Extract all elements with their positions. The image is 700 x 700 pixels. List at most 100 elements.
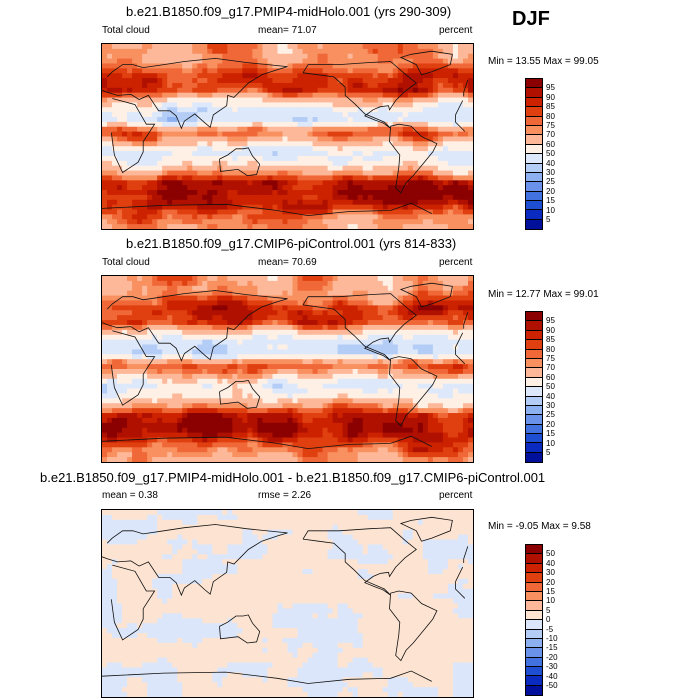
field-cell xyxy=(122,73,128,79)
field-cell xyxy=(332,329,339,336)
field-cell xyxy=(222,398,228,404)
colorbar-tick-label: 20 xyxy=(546,186,555,196)
field-cell xyxy=(142,92,148,99)
field-cell xyxy=(327,68,334,74)
field-cell xyxy=(337,131,344,138)
field-cell xyxy=(212,310,218,316)
field-cell xyxy=(182,126,188,133)
field-cell xyxy=(362,364,369,370)
field-cell xyxy=(402,334,409,341)
field-cell xyxy=(182,73,188,79)
colorbar-swatch xyxy=(526,135,542,145)
field-cell xyxy=(437,388,444,395)
field-cell xyxy=(317,82,324,89)
field-cell xyxy=(272,354,279,360)
field-cell xyxy=(102,209,108,215)
field-cell xyxy=(222,48,228,55)
field-cell xyxy=(392,48,399,55)
field-cell xyxy=(152,82,158,89)
field-cell xyxy=(387,344,394,351)
field-cell xyxy=(162,383,168,390)
field-cell xyxy=(272,97,279,104)
field-cell xyxy=(382,175,389,181)
field-cell xyxy=(302,369,309,375)
field-cell xyxy=(107,378,113,385)
field-cell xyxy=(227,146,233,152)
field-cell xyxy=(362,310,369,316)
field-cell xyxy=(132,408,138,414)
field-cell xyxy=(242,121,248,128)
field-cell xyxy=(292,165,299,172)
field-cell xyxy=(422,290,429,297)
field-cell xyxy=(332,141,339,147)
field-cell xyxy=(237,53,243,60)
field-cell xyxy=(217,334,223,341)
field-cell xyxy=(107,204,113,211)
field-cell xyxy=(197,295,203,302)
field-cell xyxy=(187,44,193,50)
field-cell xyxy=(227,126,233,133)
field-cell xyxy=(117,155,123,162)
field-cell xyxy=(242,78,248,84)
field-cell xyxy=(257,276,264,282)
field-cell xyxy=(322,121,329,128)
field-cell xyxy=(247,141,253,147)
field-cell xyxy=(142,170,148,177)
field-cell xyxy=(277,199,284,206)
field-cell xyxy=(432,209,439,215)
field-cell xyxy=(297,131,304,138)
field-cell xyxy=(142,364,148,370)
field-cell xyxy=(127,280,133,287)
field-cell xyxy=(382,78,389,84)
field-cell xyxy=(242,204,248,211)
field-cell xyxy=(367,68,374,74)
field-cell xyxy=(167,44,173,50)
field-cell xyxy=(122,87,128,94)
field-cell xyxy=(192,204,198,211)
field-cell xyxy=(137,280,143,287)
field-cell xyxy=(212,82,218,89)
field-cell xyxy=(207,378,213,385)
field-cell xyxy=(127,180,133,186)
field-cell xyxy=(462,131,469,138)
field-cell xyxy=(392,155,399,162)
field-cell xyxy=(407,102,414,108)
field-cell xyxy=(107,393,113,399)
field-cell xyxy=(357,58,364,65)
field-cell xyxy=(207,373,213,380)
field-cell xyxy=(372,180,379,186)
field-cell xyxy=(172,131,178,138)
field-cell xyxy=(277,224,284,229)
field-cell xyxy=(292,209,299,215)
field-cell xyxy=(322,82,329,89)
field-cell xyxy=(262,393,269,399)
field-cell xyxy=(112,209,118,215)
field-cell xyxy=(142,383,148,390)
field-cell xyxy=(382,219,389,225)
field-cell xyxy=(382,413,389,419)
field-cell xyxy=(272,315,279,321)
field-cell xyxy=(127,276,133,282)
field-cell xyxy=(342,165,349,172)
field-cell xyxy=(222,300,228,306)
field-cell xyxy=(282,403,289,409)
field-cell xyxy=(167,97,173,104)
field-cell xyxy=(247,354,253,360)
field-cell xyxy=(387,276,394,282)
field-cell xyxy=(317,329,324,336)
field-cell xyxy=(377,146,384,152)
field-cell xyxy=(432,175,439,181)
field-cell xyxy=(352,121,359,128)
field-cell xyxy=(242,199,248,206)
field-cell xyxy=(132,199,138,206)
field-cell xyxy=(362,408,369,414)
field-cell xyxy=(152,121,158,128)
field-cell xyxy=(322,224,329,229)
field-cell xyxy=(362,383,369,390)
field-cell xyxy=(352,408,359,414)
field-cell xyxy=(262,373,269,380)
field-cell xyxy=(277,290,284,297)
field-cell xyxy=(132,354,138,360)
field-cell xyxy=(257,290,264,297)
field-cell xyxy=(167,92,173,99)
